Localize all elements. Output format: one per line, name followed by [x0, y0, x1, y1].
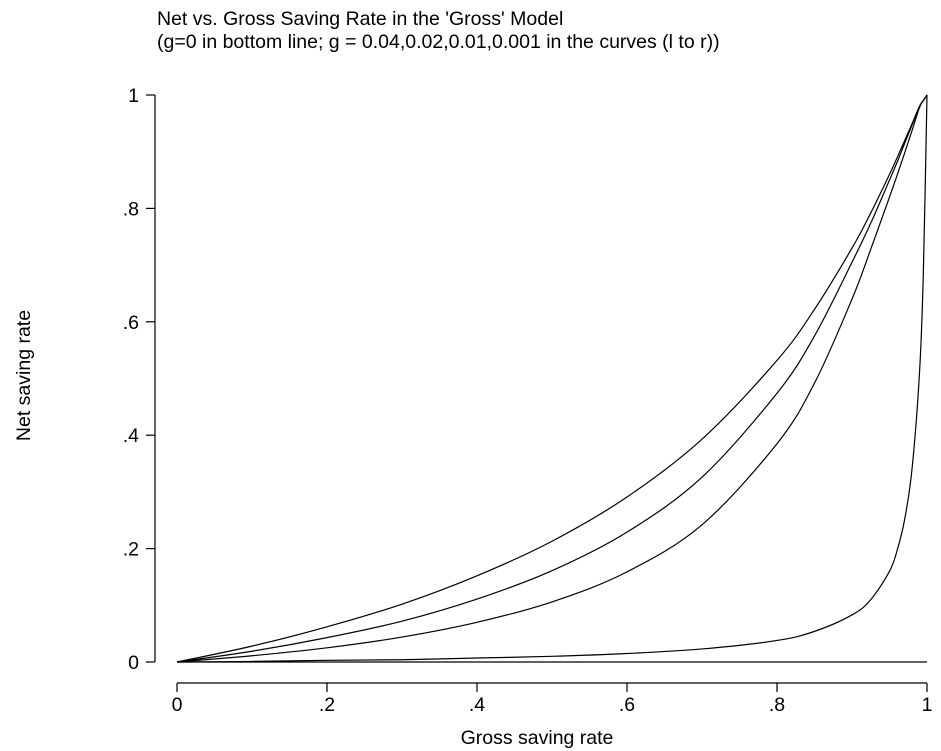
axes: 0 .2 .4 .6 .8 1 0 .2 .4 .6 .8 1 [123, 85, 933, 716]
y-axis-title: Net saving rate [13, 310, 35, 441]
series-lines [176, 94, 928, 663]
x-axis-title: Gross saving rate [461, 727, 614, 749]
y-tick-label: 1 [128, 85, 139, 107]
x-tick-label: .8 [769, 694, 785, 716]
y-tick-label: .8 [123, 198, 139, 220]
chart-title: Net vs. Gross Saving Rate in the 'Gross'… [157, 8, 564, 30]
y-tick-label: 0 [128, 652, 139, 674]
series-line [176, 94, 928, 663]
x-tick-label: .6 [619, 694, 635, 716]
x-tick-label: 1 [922, 694, 933, 716]
series-line [176, 94, 928, 663]
x-tick-label: 0 [172, 694, 183, 716]
chart-subtitle: (g=0 in bottom line; g = 0.04,0.02,0.01,… [157, 31, 720, 53]
series-line [176, 94, 928, 663]
x-tick-label: .2 [319, 694, 335, 716]
y-tick-label: .6 [123, 312, 139, 334]
y-tick-label: .4 [123, 425, 139, 447]
series-line [176, 94, 928, 663]
y-tick-label: .2 [123, 539, 139, 561]
x-tick-label: .4 [469, 694, 485, 716]
